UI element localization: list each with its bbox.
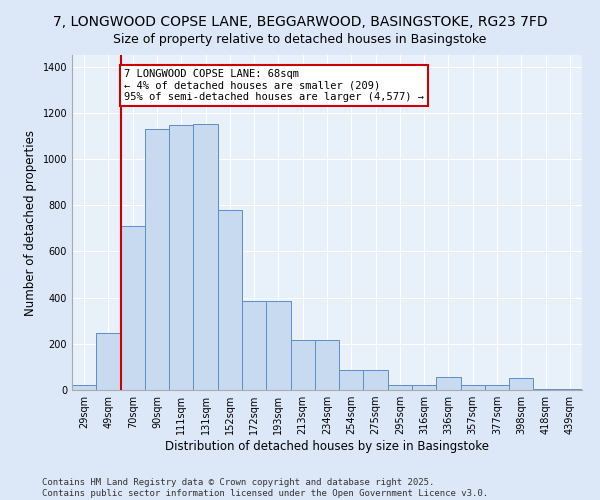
- Bar: [533, 389, 558, 390]
- Text: Contains HM Land Registry data © Crown copyright and database right 2025.
Contai: Contains HM Land Registry data © Crown c…: [42, 478, 488, 498]
- Bar: [364, 370, 388, 390]
- Bar: [339, 370, 364, 390]
- Bar: [218, 210, 242, 390]
- Bar: [315, 340, 339, 390]
- Bar: [388, 386, 412, 390]
- Bar: [461, 386, 485, 390]
- X-axis label: Distribution of detached houses by size in Basingstoke: Distribution of detached houses by size …: [165, 440, 489, 453]
- Bar: [290, 340, 315, 390]
- Text: 7 LONGWOOD COPSE LANE: 68sqm
← 4% of detached houses are smaller (209)
95% of se: 7 LONGWOOD COPSE LANE: 68sqm ← 4% of det…: [124, 69, 424, 102]
- Bar: [96, 334, 121, 390]
- Bar: [436, 378, 461, 390]
- Y-axis label: Number of detached properties: Number of detached properties: [24, 130, 37, 316]
- Bar: [72, 386, 96, 390]
- Text: Size of property relative to detached houses in Basingstoke: Size of property relative to detached ho…: [113, 32, 487, 46]
- Bar: [412, 386, 436, 390]
- Bar: [266, 301, 290, 390]
- Bar: [242, 301, 266, 390]
- Bar: [145, 129, 169, 390]
- Bar: [193, 124, 218, 390]
- Bar: [509, 378, 533, 390]
- Bar: [169, 126, 193, 390]
- Bar: [485, 386, 509, 390]
- Bar: [121, 226, 145, 390]
- Text: 7, LONGWOOD COPSE LANE, BEGGARWOOD, BASINGSTOKE, RG23 7FD: 7, LONGWOOD COPSE LANE, BEGGARWOOD, BASI…: [53, 15, 547, 29]
